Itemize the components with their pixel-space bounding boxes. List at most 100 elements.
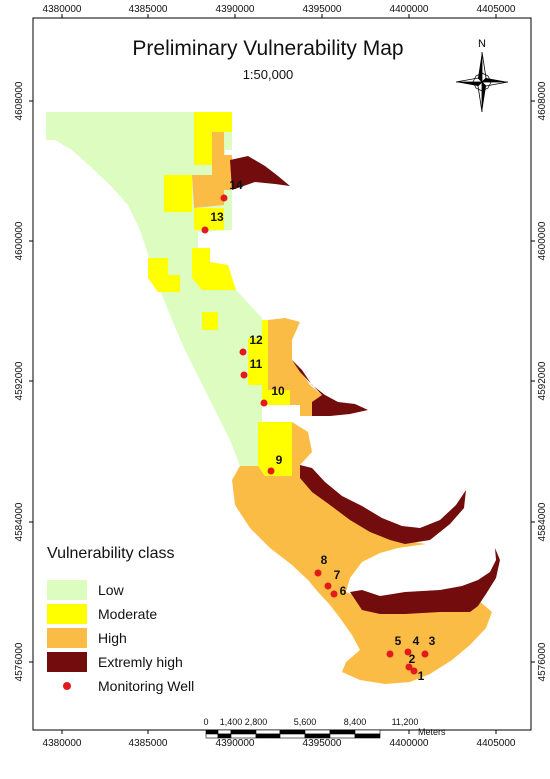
well-marker-12[interactable]: [239, 348, 247, 356]
legend-label: Low: [98, 582, 125, 598]
north-arrow-icon: N: [455, 38, 509, 113]
right-tick-label: 4592000: [537, 361, 548, 400]
left-tick-label: 4584000: [14, 502, 25, 541]
well-marker-3[interactable]: [421, 650, 429, 658]
scalebar-label: 5,600: [294, 717, 317, 727]
right-tick-label: 4584000: [537, 502, 548, 541]
scalebar-segment: [354, 733, 381, 739]
well-marker-7[interactable]: [324, 582, 332, 590]
zone-extreme: [350, 548, 500, 614]
zones-high: [192, 132, 492, 684]
scalebar-segment: [279, 733, 306, 739]
scalebar-segment: [217, 733, 232, 739]
zone-moderate: [164, 175, 192, 212]
bottom-tick-label: 4385000: [129, 738, 168, 749]
zone-moderate: [192, 248, 236, 290]
well-marker-10[interactable]: [260, 399, 268, 407]
legend: Vulnerability class Low Moderate High Extre…: [47, 545, 194, 694]
zone-extreme: [292, 360, 368, 416]
legend-items: Low Moderate High Extremly high Monitoring W…: [47, 580, 194, 694]
scalebar-segment: [304, 733, 331, 739]
left-tick-label: 4600000: [14, 221, 25, 260]
well-marker-6[interactable]: [330, 590, 338, 598]
legend-label: Extremly high: [98, 654, 183, 670]
bottom-tick-label: 4380000: [43, 738, 82, 749]
scalebar-segment: [255, 733, 281, 739]
scalebar-segment: [255, 729, 281, 735]
zone-moderate: [258, 422, 292, 476]
bottom-tick-label: 4400000: [390, 738, 429, 749]
scalebar-segment: [205, 733, 219, 739]
scalebar-label: 1,400: [220, 717, 243, 727]
scalebar-segment: [205, 729, 219, 735]
scalebar-segment: [230, 733, 257, 739]
well-marker-8[interactable]: [314, 569, 322, 577]
left-tick-label: 4576000: [14, 642, 25, 681]
zone-high: [232, 422, 492, 684]
zone-moderate: [202, 312, 218, 330]
scalebar-segment: [329, 729, 356, 735]
well-marker-9[interactable]: [267, 467, 275, 475]
well-label-14: 14: [229, 178, 243, 192]
right-tick-label: 4608000: [537, 81, 548, 120]
left-tick-label: 4592000: [14, 361, 25, 400]
left-tick-label: 4608000: [14, 81, 25, 120]
legend-title: Vulnerability class: [47, 545, 174, 562]
well-label-11: 11: [250, 357, 263, 371]
zone-high: [268, 318, 322, 416]
bottom-tick-label: 4390000: [216, 738, 255, 749]
zone-moderate: [148, 258, 180, 292]
scalebar-label: 2,800: [245, 717, 268, 727]
well-label-6: 6: [340, 584, 347, 598]
well-label-12: 12: [249, 333, 263, 347]
zone-moderate: [194, 208, 224, 230]
left-coordinate-ticks: 4608000 4600000 4592000 4584000 4576000: [14, 81, 33, 681]
well-label-1: 1: [418, 669, 425, 683]
zone-extreme: [300, 465, 466, 544]
top-tick-label: 4390000: [216, 4, 255, 15]
map-polygons: [46, 112, 500, 684]
map-scale-text: 1:50,000: [243, 67, 294, 82]
right-tick-label: 4600000: [537, 221, 548, 260]
north-label: N: [478, 38, 486, 50]
legend-label: Monitoring Well: [98, 678, 194, 694]
scalebar-segment: [329, 733, 356, 739]
scalebar-segment: [217, 729, 232, 735]
bottom-tick-label: 4405000: [477, 738, 516, 749]
well-label-4: 4: [413, 634, 420, 648]
well-marker-2[interactable]: [405, 663, 413, 671]
zone-moderate: [248, 320, 290, 405]
zone-extreme: [230, 156, 290, 190]
well-label-13: 13: [210, 210, 224, 224]
well-marker-11[interactable]: [240, 371, 248, 379]
well-label-8: 8: [321, 553, 328, 567]
bottom-tick-label: 4395000: [303, 738, 342, 749]
zone-high: [192, 132, 232, 208]
map-title: Preliminary Vulnerability Map: [132, 37, 403, 60]
well-label-2: 2: [409, 652, 416, 666]
well-label-5: 5: [395, 634, 402, 648]
scalebar-label: 11,200: [392, 717, 419, 727]
right-tick-label: 4576000: [537, 642, 548, 681]
well-marker-14[interactable]: [220, 194, 228, 202]
top-tick-label: 4405000: [477, 4, 516, 15]
legend-label: High: [98, 630, 127, 646]
well-marker-13[interactable]: [201, 226, 209, 234]
legend-swatch: [47, 604, 87, 624]
well-marker-4[interactable]: [404, 648, 412, 656]
well-label-3: 3: [429, 634, 436, 648]
scalebar-label: 8,400: [344, 717, 367, 727]
top-tick-label: 4395000: [303, 4, 342, 15]
legend-swatch: [47, 652, 87, 672]
well-marker-5[interactable]: [386, 650, 394, 658]
well-marker-1[interactable]: [410, 667, 418, 675]
well-label-10: 10: [271, 384, 285, 398]
top-tick-label: 4380000: [43, 4, 82, 15]
well-label-7: 7: [334, 568, 341, 582]
legend-swatch: [47, 628, 87, 648]
well-label-9: 9: [276, 453, 283, 467]
